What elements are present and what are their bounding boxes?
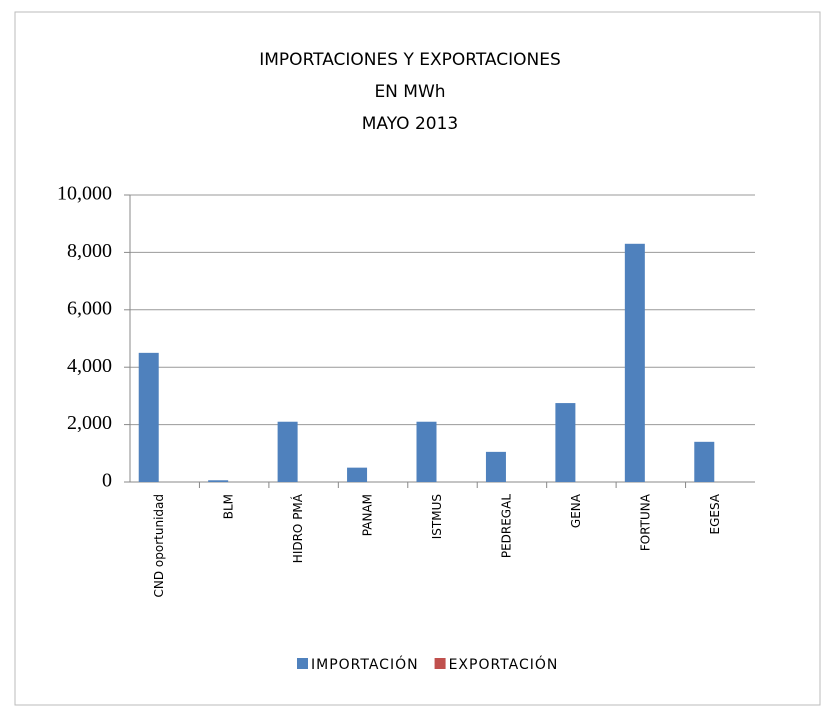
y-tick-label: 0 bbox=[102, 470, 112, 492]
bar bbox=[347, 467, 368, 482]
legend-swatch bbox=[297, 658, 308, 669]
bar bbox=[277, 421, 298, 482]
bar bbox=[208, 480, 229, 482]
x-tick-label: PEDREGAL bbox=[499, 494, 513, 558]
bar bbox=[624, 243, 645, 482]
bar bbox=[138, 352, 159, 482]
x-tick-label: EGESA bbox=[708, 493, 722, 534]
x-tick-label: FORTUNA bbox=[638, 493, 652, 551]
chart-title: MAYO 2013 bbox=[362, 114, 458, 134]
y-tick-label: 6,000 bbox=[67, 297, 112, 319]
x-tick-label: BLM bbox=[222, 494, 236, 519]
x-tick-label: PANAM bbox=[361, 494, 375, 536]
y-tick-label: 8,000 bbox=[67, 240, 112, 262]
x-tick-label: GENA bbox=[569, 493, 583, 528]
bar bbox=[485, 451, 506, 482]
chart-title: IMPORTACIONES Y EXPORTACIONES bbox=[259, 50, 561, 70]
legend-swatch bbox=[434, 658, 446, 669]
x-tick-label: CND oportunidad bbox=[152, 494, 166, 597]
bar bbox=[555, 403, 576, 482]
bar bbox=[694, 441, 715, 482]
chart-title: EN MWh bbox=[374, 82, 445, 102]
x-tick-label: HIDRO PMÁ bbox=[290, 493, 305, 563]
y-tick-label: 10,000 bbox=[57, 183, 112, 205]
x-tick-label: ISTMUS bbox=[430, 494, 444, 539]
y-tick-label: 2,000 bbox=[67, 412, 112, 434]
legend-label: EXPORTACIÓN bbox=[449, 655, 559, 673]
y-tick-label: 4,000 bbox=[67, 355, 112, 377]
legend-label: IMPORTACIÓN bbox=[311, 655, 419, 673]
bar bbox=[416, 421, 437, 482]
